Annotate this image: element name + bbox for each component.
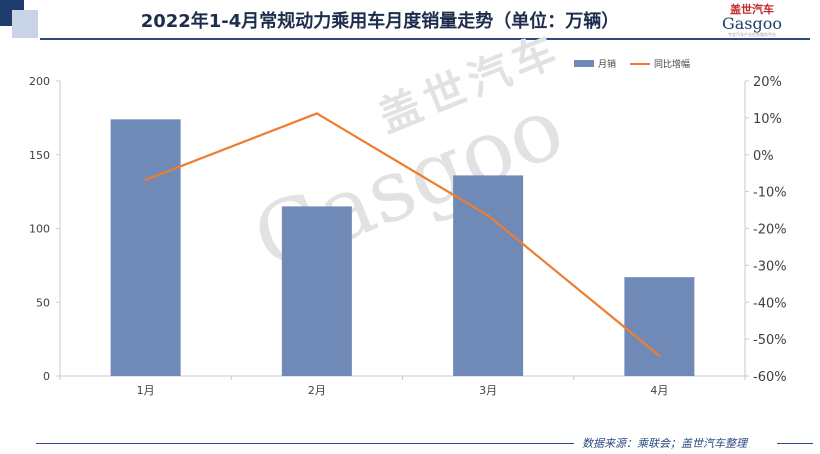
y-left-tick-label: 150 xyxy=(29,149,50,162)
yoy-point-3 xyxy=(486,214,490,217)
y-right-tick-label: 20% xyxy=(753,75,782,90)
x-tick-label: 1月 xyxy=(137,384,155,397)
combo-chart: 0 50 100 150 200 20% 10% 0% -10% -20% -30% -40% -50%… xyxy=(29,58,787,397)
y-left-tick-label: 100 xyxy=(29,223,50,236)
legend-bar-swatch xyxy=(574,60,594,67)
y-right-tick-label: 0% xyxy=(753,149,774,164)
y-right-tick-label: -50% xyxy=(753,333,787,348)
yoy-point-2 xyxy=(315,112,319,115)
yoy-point-4 xyxy=(658,354,661,357)
data-source: 数据来源：乘联会；盖世汽车整理 xyxy=(582,437,747,450)
logo-en-text: Gasgoo xyxy=(721,14,783,33)
legend-line-label: 同比增幅 xyxy=(654,58,690,70)
y-left-tick-label: 50 xyxy=(36,296,50,309)
footer-divider-right xyxy=(777,443,813,444)
y-right-tick-label: -10% xyxy=(753,186,787,201)
x-tick-label: 3月 xyxy=(479,384,497,397)
y-right-tick-label: -60% xyxy=(753,370,787,385)
logo-subtitle: 专业汽车产业信息服务平台 xyxy=(728,32,776,37)
y-right-tick-label: 10% xyxy=(753,112,782,127)
bar-2 xyxy=(281,206,352,376)
y-left-tick-label: 200 xyxy=(29,75,50,88)
bar-4 xyxy=(624,277,695,376)
bar-1 xyxy=(110,119,181,376)
y-right-tick-label: -30% xyxy=(753,259,787,274)
y-right-tick-label: -40% xyxy=(753,296,787,311)
legend-bar-label: 月销 xyxy=(598,58,616,70)
chart-title: 2022年1-4月常规动力乘用车月度销量走势（单位：万辆） xyxy=(140,11,620,32)
x-tick-label: 4月 xyxy=(650,384,668,397)
footer-divider-left xyxy=(36,443,574,444)
yoy-point-1 xyxy=(144,178,147,182)
y-right-tick-label: -20% xyxy=(753,223,787,238)
x-tick-label: 2月 xyxy=(308,384,326,397)
y-left-tick-label: 0 xyxy=(43,370,50,383)
corner-accent-light xyxy=(12,10,38,38)
logo-cn-text: 盖世汽车 xyxy=(730,3,774,16)
bar-3 xyxy=(453,175,524,376)
header-divider xyxy=(40,38,810,40)
gasgoo-logo: 盖世汽车 Gasgoo 专业汽车产业信息服务平台 xyxy=(704,3,800,38)
yoy-line xyxy=(145,112,661,357)
